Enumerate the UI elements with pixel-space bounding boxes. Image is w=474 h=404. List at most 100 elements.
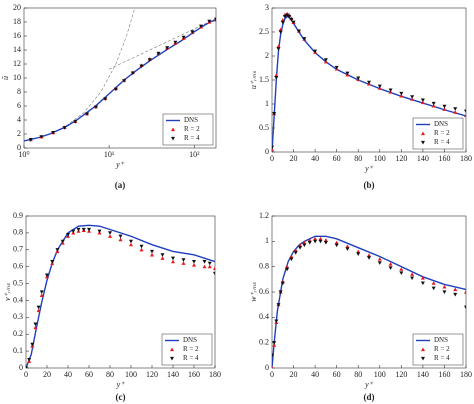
marker bbox=[171, 256, 175, 261]
marker bbox=[55, 248, 60, 252]
x-tick-label: 0 bbox=[270, 370, 274, 379]
panel: 0 20 40 60 80 100 120 140 160 180 0 0.5 1 1.5 2 2.5 3 y⁺ u… bbox=[249, 3, 472, 190]
marker bbox=[431, 101, 436, 106]
x-tick-label: 10⁰ bbox=[18, 150, 29, 159]
legend-box bbox=[162, 113, 214, 146]
marker bbox=[356, 76, 361, 81]
marker bbox=[272, 147, 274, 152]
marker bbox=[410, 276, 415, 281]
marker bbox=[464, 305, 466, 310]
marker bbox=[85, 112, 90, 117]
marker bbox=[118, 234, 123, 239]
legend-label: R = 4 bbox=[183, 354, 199, 362]
marker bbox=[36, 308, 41, 313]
marker bbox=[33, 325, 38, 330]
marker bbox=[207, 264, 212, 269]
legend-label: DNS bbox=[434, 336, 448, 344]
legend-label: R = 4 bbox=[434, 138, 450, 146]
marker bbox=[289, 17, 294, 22]
x-tick-label: 60 bbox=[333, 154, 341, 163]
y-tick-label: 1 bbox=[265, 99, 269, 108]
marker bbox=[276, 44, 281, 48]
y-tick-label: 6 bbox=[17, 101, 21, 110]
legend-box bbox=[412, 117, 464, 150]
marker bbox=[313, 236, 318, 241]
marker bbox=[202, 260, 207, 264]
y-tick-label: 0 bbox=[265, 147, 269, 156]
marker bbox=[213, 266, 215, 270]
legend-marker bbox=[171, 127, 175, 132]
marker bbox=[287, 15, 292, 19]
marker bbox=[278, 27, 283, 32]
marker bbox=[272, 366, 274, 368]
marker bbox=[442, 284, 447, 289]
y-axis-label: v⁺ᵣₘₛ bbox=[3, 282, 12, 301]
legend-marker bbox=[170, 356, 174, 361]
marker bbox=[293, 248, 298, 252]
marker bbox=[27, 357, 32, 362]
y-tick-label: 0.6 bbox=[13, 261, 23, 270]
marker bbox=[420, 100, 425, 105]
marker bbox=[367, 80, 371, 85]
marker bbox=[97, 229, 102, 234]
y-tick-label: 1.5 bbox=[259, 75, 269, 84]
x-tick-label: 180 bbox=[460, 154, 472, 163]
marker bbox=[274, 73, 279, 77]
marker bbox=[377, 84, 382, 89]
marker bbox=[464, 109, 466, 114]
marker bbox=[129, 239, 133, 244]
marker bbox=[442, 104, 447, 109]
marker bbox=[51, 131, 56, 135]
y-tick-label: 0.2 bbox=[13, 329, 23, 338]
legend-label: R = 2 bbox=[434, 129, 450, 137]
marker bbox=[190, 30, 195, 34]
marker bbox=[139, 64, 144, 69]
marker bbox=[160, 253, 165, 257]
marker bbox=[103, 97, 108, 101]
x-tick-label: 180 bbox=[460, 370, 472, 379]
marker bbox=[199, 24, 204, 29]
x-tick-label: 120 bbox=[395, 370, 407, 379]
marker bbox=[108, 231, 112, 235]
y-tick-label: 14 bbox=[13, 45, 21, 54]
marker bbox=[410, 272, 415, 276]
marker bbox=[453, 110, 458, 114]
marker bbox=[453, 292, 458, 297]
legend-label: DNS bbox=[184, 116, 198, 124]
x-tick-label: 120 bbox=[395, 154, 407, 163]
marker bbox=[296, 29, 301, 34]
marker bbox=[181, 258, 186, 262]
marker bbox=[28, 138, 33, 142]
y-axis-label: ū bbox=[1, 76, 10, 80]
marker bbox=[464, 113, 466, 118]
marker bbox=[431, 281, 436, 285]
x-tick-label: 160 bbox=[188, 370, 200, 379]
y-tick-label: 0.7 bbox=[13, 245, 23, 254]
marker bbox=[334, 243, 339, 248]
marker bbox=[280, 281, 285, 286]
marker bbox=[285, 267, 290, 272]
x-tick-label: 100 bbox=[374, 370, 386, 379]
marker bbox=[323, 238, 328, 242]
marker bbox=[62, 126, 67, 130]
caption: (c) bbox=[116, 392, 126, 402]
marker bbox=[192, 260, 196, 264]
marker bbox=[272, 145, 274, 150]
line bbox=[272, 235, 466, 368]
marker bbox=[345, 244, 350, 248]
marker bbox=[150, 252, 154, 257]
marker bbox=[464, 290, 466, 294]
marker bbox=[307, 238, 312, 242]
marker bbox=[276, 303, 281, 307]
x-tick-label: 60 bbox=[333, 370, 341, 379]
x-tick-label: 140 bbox=[417, 370, 429, 379]
y-tick-label: 0 bbox=[17, 143, 21, 152]
legend-label: R = 2 bbox=[434, 345, 450, 353]
x-tick-label: 20 bbox=[290, 154, 298, 163]
marker bbox=[313, 239, 318, 244]
x-tick-label: 10¹ bbox=[104, 150, 115, 159]
x-tick-label: 100 bbox=[374, 154, 386, 163]
caption: (d) bbox=[364, 392, 375, 402]
marker bbox=[73, 120, 78, 124]
